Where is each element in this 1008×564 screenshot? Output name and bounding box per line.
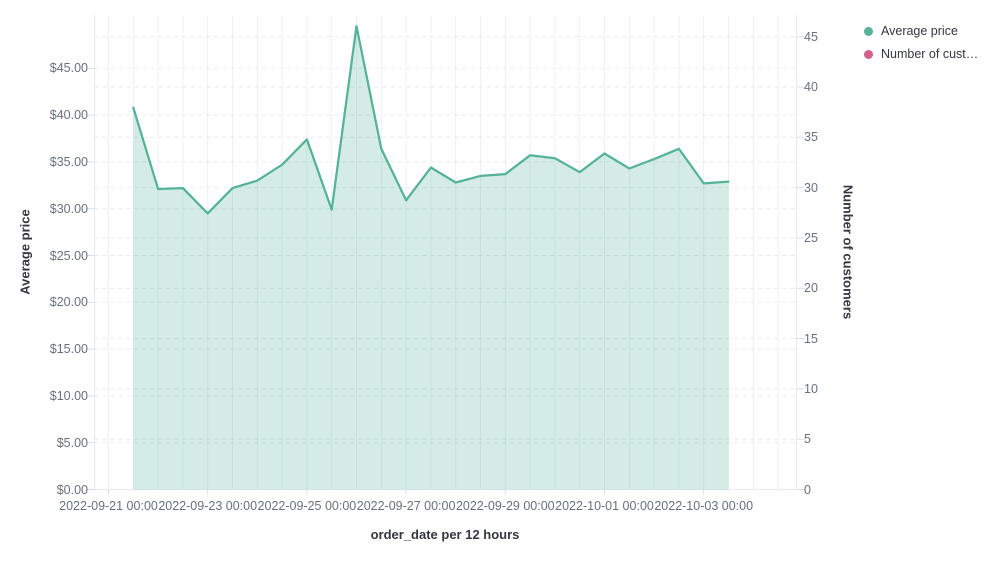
area-series-average-price	[133, 26, 729, 490]
legend-dot-icon	[864, 27, 873, 36]
x-axis-tick-label: 2022-09-21 00:00	[59, 499, 158, 513]
y-axis-left-title: Average price	[17, 209, 33, 295]
y-axis-right-tick-label: 45	[804, 29, 818, 44]
legend-item-average-price[interactable]: Average price	[864, 24, 978, 39]
y-axis-left-tick-label: $45.00	[49, 61, 88, 76]
y-axis-left-tick-label: $20.00	[49, 295, 88, 310]
y-axis-right-tick-label: 15	[804, 331, 818, 346]
x-axis-tick-label: 2022-10-01 00:00	[555, 499, 654, 513]
y-axis-right-tick-label: 40	[804, 80, 818, 94]
y-axis-left-tick-label: $10.00	[49, 388, 88, 403]
legend: Average price Number of cust…	[864, 24, 978, 62]
x-axis-tick-label: 2022-10-03 00:00	[654, 499, 754, 513]
y-axis-right-tick-label: 35	[804, 130, 818, 145]
y-axis-left-tick-label: $0.00	[56, 482, 88, 497]
x-axis-tick-label: 2022-09-27 00:00	[356, 499, 456, 513]
y-axis-right-tick-label: 10	[804, 381, 818, 396]
y-axis-left-tick-label: $15.00	[49, 342, 88, 357]
y-axis-left-tick-label: $30.00	[49, 201, 88, 216]
y-axis-right-title: Number of customers	[840, 184, 856, 320]
y-axis-right-tick-label: 25	[804, 230, 818, 245]
x-axis-title: order_date per 12 hours	[370, 527, 520, 542]
legend-label-average-price: Average price	[881, 24, 958, 38]
x-axis-tick-label: 2022-09-29 00:00	[455, 499, 555, 513]
legend-dot-icon	[864, 50, 873, 59]
y-axis-right-tick-label: 20	[804, 281, 818, 296]
y-axis-left-tick-label: $40.00	[49, 108, 88, 123]
x-axis-tick-label: 2022-09-25 00:00	[257, 499, 357, 513]
x-axis-tick-label: 2022-09-23 00:00	[158, 499, 258, 513]
y-axis-right-tick-label: 5	[804, 432, 811, 447]
y-axis-right-tick-label: 0	[804, 482, 811, 497]
legend-label-number-of-customers: Number of cust…	[881, 47, 979, 61]
legend-item-number-of-customers[interactable]: Number of cust…	[864, 47, 978, 62]
y-axis-right-tick-label: 30	[804, 180, 818, 195]
y-axis-left-tick-label: $35.00	[49, 154, 88, 169]
line-series-average-price	[132, 25, 730, 215]
y-axis-left-tick-label: $25.00	[49, 248, 88, 263]
y-axis-left-tick-label: $5.00	[56, 435, 88, 450]
